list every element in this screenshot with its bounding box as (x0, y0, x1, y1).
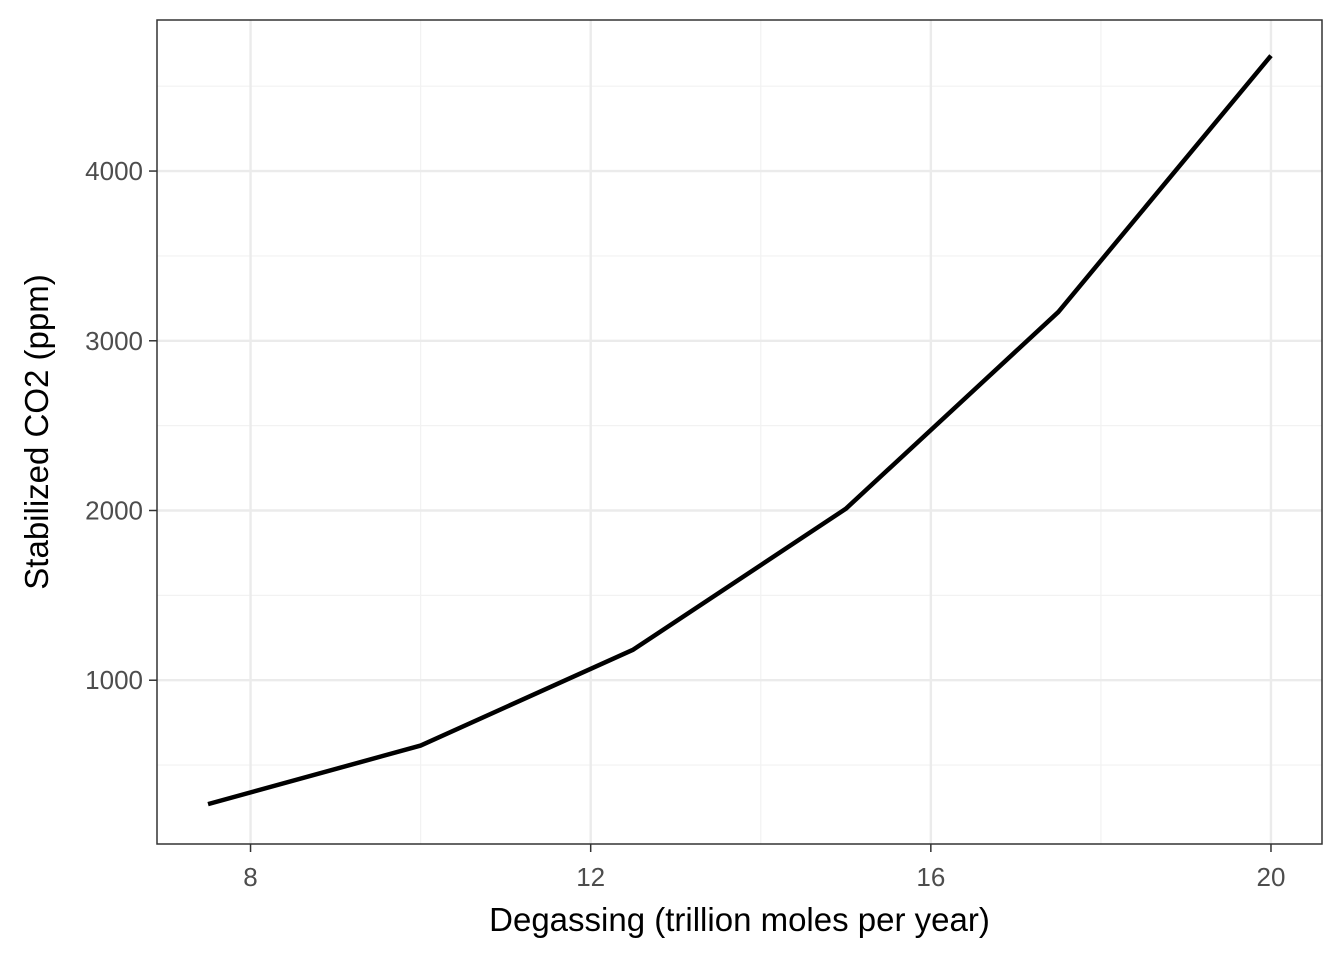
grid-major (157, 20, 1322, 844)
x-tick-label: 20 (1257, 862, 1286, 892)
x-tick-label: 12 (576, 862, 605, 892)
y-tick-label: 2000 (85, 495, 143, 525)
panel-border (156, 19, 1323, 845)
y-axis-title: Stabilized CO2 (ppm) (18, 274, 55, 589)
plot-panel-background (157, 20, 1322, 844)
series-line (207, 54, 1273, 807)
y-tick-label: 3000 (85, 326, 143, 356)
x-axis-title: Degassing (trillion moles per year) (489, 901, 990, 938)
series-layer (207, 54, 1273, 807)
tick-labels: 8 12 16 20 1000 2000 3000 4000 (85, 156, 1285, 892)
x-tick-label: 8 (243, 862, 257, 892)
x-tick-label: 16 (916, 862, 945, 892)
axis-ticks (149, 170, 1272, 852)
y-tick-label: 4000 (85, 156, 143, 186)
y-tick-label: 1000 (85, 665, 143, 695)
